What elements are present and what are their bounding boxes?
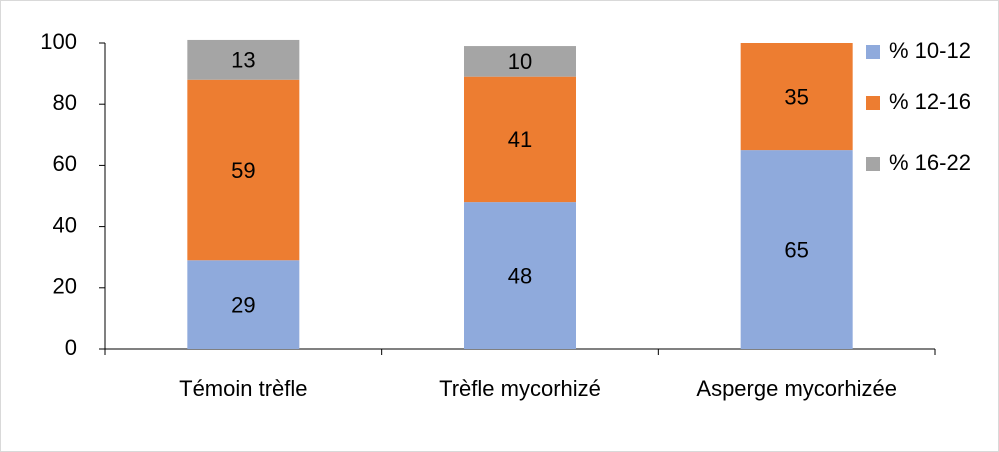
legend-swatch [866, 45, 880, 59]
data-label: 10 [508, 49, 532, 74]
bar-segment [464, 202, 576, 349]
data-label: 35 [784, 84, 808, 109]
bar-segment [464, 46, 576, 77]
data-label: 29 [231, 292, 255, 317]
bar-segment [187, 79, 300, 261]
legend-label: % 12-16 [889, 89, 971, 114]
data-label: 59 [231, 158, 255, 183]
bar-segment [464, 76, 576, 203]
bar-segment [740, 43, 853, 151]
x-tick-label: Témoin trèfle [179, 376, 307, 401]
y-tick-label: 100 [40, 29, 77, 54]
legend-label: % 10-12 [889, 38, 971, 63]
legend-swatch [866, 157, 880, 171]
data-label: 48 [508, 263, 532, 288]
bar-segment [187, 260, 300, 349]
legend-label: % 16-22 [889, 150, 971, 175]
bar-segment [740, 150, 853, 349]
data-label: 41 [508, 127, 532, 152]
y-tick-label: 40 [53, 212, 77, 237]
x-tick-label: Trèfle mycorhizé [439, 376, 601, 401]
y-tick-label: 60 [53, 151, 77, 176]
x-tick-label: Asperge mycorhizée [696, 376, 897, 401]
bar-segment [187, 39, 300, 80]
data-label: 65 [784, 237, 808, 262]
y-tick-label: 80 [53, 90, 77, 115]
data-label: 13 [231, 48, 255, 73]
y-tick-label: 20 [53, 274, 77, 299]
legend-swatch [866, 96, 880, 110]
y-tick-label: 0 [65, 335, 77, 360]
